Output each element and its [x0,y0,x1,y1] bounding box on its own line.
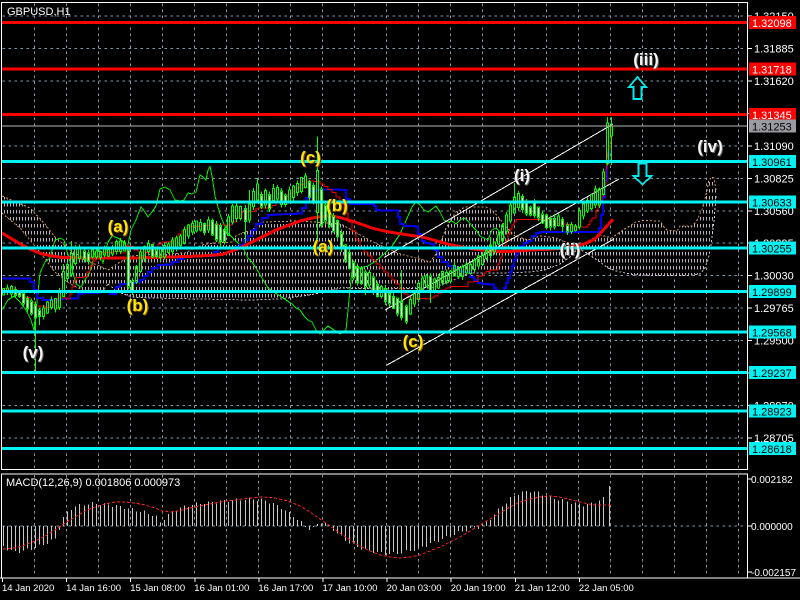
svg-text:(a): (a) [313,237,334,256]
svg-text:(i): (i) [515,167,531,186]
svg-text:GBPUSD,H1: GBPUSD,H1 [7,6,71,18]
svg-text:20 Jan 03:00: 20 Jan 03:00 [387,583,442,594]
svg-text:1.30560: 1.30560 [754,206,794,218]
svg-text:1.31718: 1.31718 [752,65,792,77]
svg-text:(b): (b) [127,296,149,315]
svg-text:21 Jan 12:00: 21 Jan 12:00 [515,583,570,594]
svg-text:(v): (v) [23,343,44,362]
svg-text:1.30255: 1.30255 [752,244,792,256]
svg-text:1.28705: 1.28705 [754,433,794,445]
svg-text:1.28618: 1.28618 [752,444,792,456]
svg-text:14 Jan 16:00: 14 Jan 16:00 [66,583,121,594]
svg-text:1.29568: 1.29568 [752,328,792,340]
svg-text:0.002182: 0.002182 [751,475,793,486]
svg-text:15 Jan 08:00: 15 Jan 08:00 [130,583,185,594]
svg-text:(ii): (ii) [560,240,581,259]
svg-text:(a): (a) [108,217,129,236]
svg-text:1.29237: 1.29237 [752,368,792,380]
svg-text:1.31253: 1.31253 [752,121,792,133]
svg-text:1.29765: 1.29765 [754,303,794,315]
svg-text:(iii): (iii) [633,50,659,69]
svg-text:(ii): (ii) [561,241,582,260]
svg-text:(b): (b) [128,297,150,316]
svg-text:-0.002157: -0.002157 [751,568,796,579]
svg-text:1.31345: 1.31345 [752,110,792,122]
svg-text:(a): (a) [109,218,130,237]
svg-text:14 Jan 2020: 14 Jan 2020 [2,583,54,594]
svg-text:(v): (v) [24,344,45,363]
svg-text:(iv): (iv) [697,137,723,156]
svg-text:1.30961: 1.30961 [752,157,792,169]
svg-text:1.29899: 1.29899 [752,287,792,299]
svg-text:1.31885: 1.31885 [754,44,794,56]
svg-text:MACD(12,26,9) 0.001806 0.00097: MACD(12,26,9) 0.001806 0.000973 [6,477,180,489]
svg-text:20 Jan 19:00: 20 Jan 19:00 [451,583,506,594]
svg-text:1.31620: 1.31620 [754,76,794,88]
svg-text:(c): (c) [301,149,322,168]
svg-text:(iv): (iv) [698,138,724,157]
svg-text:0.000000: 0.000000 [751,522,793,533]
svg-text:17 Jan 10:00: 17 Jan 10:00 [323,583,378,594]
svg-text:22 Jan 05:00: 22 Jan 05:00 [579,583,634,594]
svg-text:(b): (b) [326,196,348,215]
svg-text:1.31090: 1.31090 [754,141,794,153]
svg-text:(c): (c) [300,148,321,167]
svg-text:1.30825: 1.30825 [754,173,794,185]
svg-text:(c): (c) [404,333,425,352]
svg-text:(i): (i) [514,166,530,185]
svg-text:(iii): (iii) [634,51,660,70]
svg-text:(b): (b) [327,197,349,216]
svg-text:16 Jan 01:00: 16 Jan 01:00 [194,583,249,594]
svg-text:1.30030: 1.30030 [754,271,794,283]
svg-text:1.28923: 1.28923 [752,407,792,419]
svg-text:1.32098: 1.32098 [752,18,792,30]
svg-text:16 Jan 17:00: 16 Jan 17:00 [258,583,313,594]
svg-text:(c): (c) [403,332,424,351]
svg-text:1.30633: 1.30633 [752,197,792,209]
svg-text:(a): (a) [314,238,335,257]
